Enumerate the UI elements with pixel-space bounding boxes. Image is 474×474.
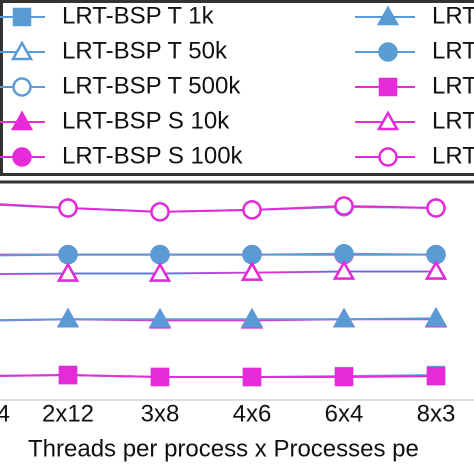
data-point <box>242 367 262 387</box>
series-line <box>0 317 437 322</box>
legend-label: LRT-BSP T 500k <box>62 72 241 99</box>
legend-marker <box>376 5 400 26</box>
legend-label: LRT-BSP T 50k <box>62 37 228 64</box>
legend-marker <box>376 110 400 131</box>
legend-marker <box>378 77 398 97</box>
x-tick-label: 3x8 <box>141 400 180 427</box>
legend-label: LRT <box>432 72 474 99</box>
data-point <box>332 307 356 328</box>
x-tick-label: 4 <box>0 400 10 427</box>
data-point <box>424 306 448 327</box>
legend-label: LRT-BSP S 100k <box>62 142 244 169</box>
legend-marker <box>378 147 398 167</box>
data-point <box>58 198 78 218</box>
series-line <box>0 374 437 378</box>
data-point <box>148 307 172 328</box>
legend-label: LRT <box>432 107 474 134</box>
legend-marker <box>12 147 32 167</box>
legend-marker <box>378 42 398 62</box>
data-point <box>58 244 78 265</box>
data-point <box>426 366 446 386</box>
legend-marker <box>12 7 32 27</box>
legend-marker <box>10 40 34 61</box>
data-point <box>56 307 80 328</box>
x-tick-label: 6x4 <box>325 400 364 427</box>
data-point <box>150 202 170 222</box>
series-line <box>0 252 437 257</box>
legend-label: LRT <box>432 37 474 64</box>
data-point <box>240 307 264 328</box>
data-point <box>242 200 262 220</box>
data-point <box>334 243 354 264</box>
legend-label: LRT-BSP T 1k <box>62 2 215 29</box>
series-line <box>0 203 437 213</box>
data-point <box>334 367 354 387</box>
data-point <box>240 261 264 281</box>
legend-label: LRT <box>432 142 474 169</box>
data-point <box>332 259 356 280</box>
data-point <box>148 261 172 282</box>
data-point <box>150 367 170 387</box>
x-tick-label: 4x6 <box>233 400 272 427</box>
data-point <box>334 196 354 216</box>
legend-label: LRT-BSP S 10k <box>62 107 230 134</box>
data-point <box>426 198 446 218</box>
legend-marker <box>12 77 32 97</box>
x-tick-label: 8x3 <box>417 400 456 427</box>
legend-marker <box>10 110 34 131</box>
data-point <box>56 261 80 282</box>
data-point <box>58 365 78 385</box>
legend-label: LRT <box>432 2 474 29</box>
x-tick-label: 2x12 <box>42 400 94 427</box>
x-axis-label: Threads per process x Processes pe <box>28 435 419 462</box>
series-line <box>0 270 436 275</box>
data-point <box>150 244 170 265</box>
data-point <box>424 259 448 280</box>
data-point <box>242 244 262 265</box>
